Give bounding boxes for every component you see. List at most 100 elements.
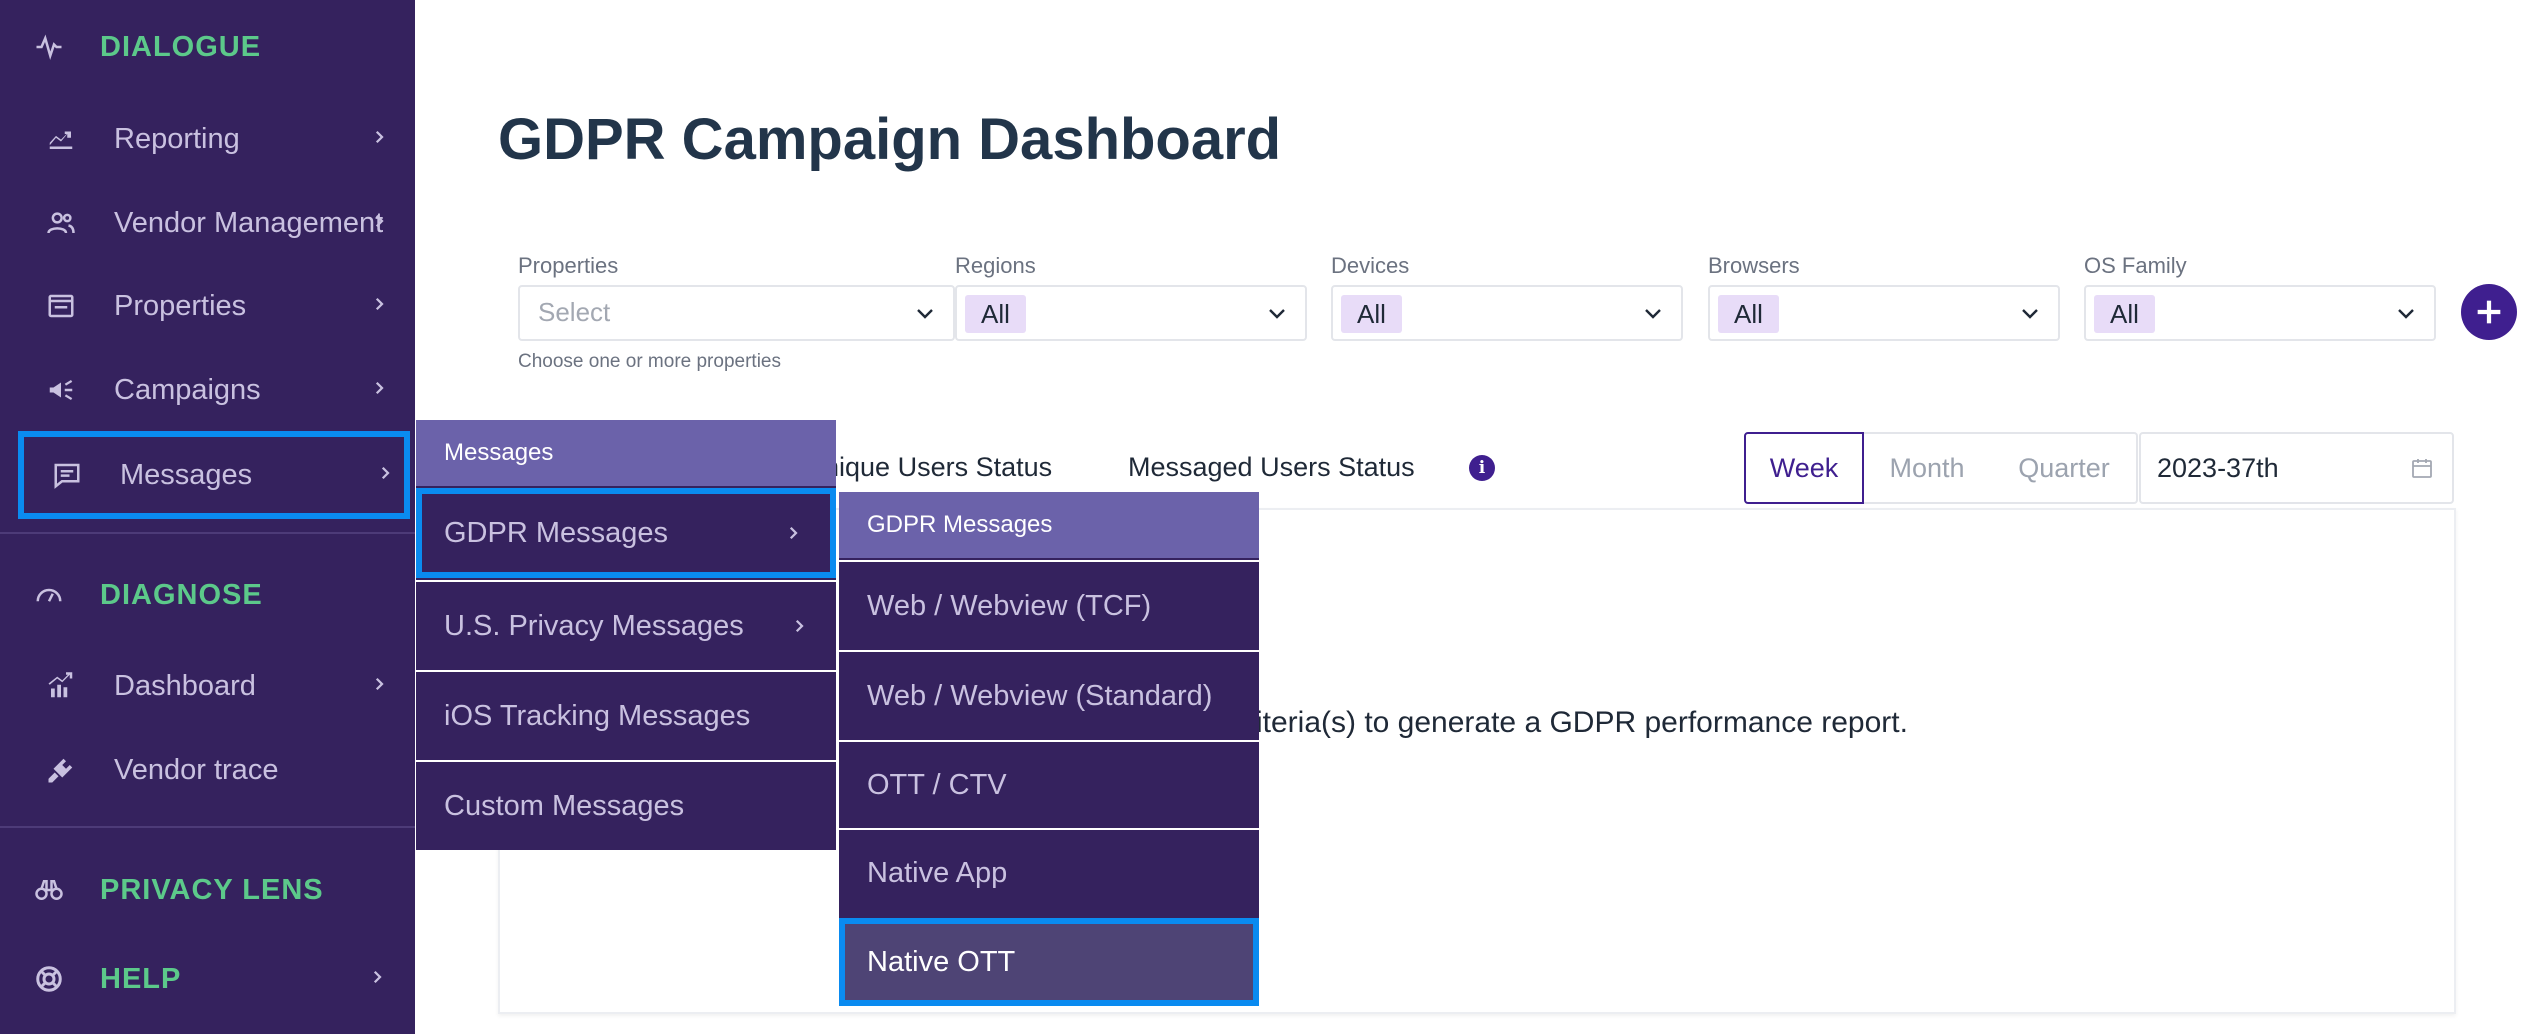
users-icon <box>44 206 78 240</box>
section-help-label: HELP <box>100 962 182 995</box>
calendar-icon[interactable] <box>2410 456 2434 484</box>
sidebar-divider <box>0 532 415 534</box>
os-family-filter-label: OS Family <box>2084 253 2187 278</box>
chevron-right-icon <box>370 128 388 150</box>
chevron-down-icon <box>2018 301 2042 329</box>
sidebar-item-campaigns[interactable]: Campaigns <box>0 348 415 432</box>
week-date-picker[interactable]: 2023-37th <box>2139 432 2454 504</box>
chevron-right-icon <box>370 379 388 401</box>
date-value: 2023-37th <box>2157 453 2279 483</box>
lifebuoy-icon <box>32 962 66 996</box>
chevron-down-icon <box>1265 301 1289 329</box>
chevron-right-icon <box>376 464 394 486</box>
plug-icon <box>44 753 78 787</box>
activity-icon <box>32 30 66 64</box>
menu-item-ios-tracking-messages[interactable]: iOS Tracking Messages <box>416 670 836 760</box>
period-week-button[interactable]: Week <box>1744 432 1864 504</box>
section-diagnose[interactable]: DIAGNOSE <box>0 560 415 630</box>
sidebar-item-dashboard[interactable]: Dashboard <box>0 644 415 728</box>
sidebar-item-label: Properties <box>114 289 247 322</box>
menu-item-label: Web / Webview (Standard) <box>867 679 1213 712</box>
menu-item-ott-ctv[interactable]: OTT / CTV <box>839 740 1259 828</box>
chevron-down-icon <box>1641 301 1665 329</box>
sidebar-item-reporting[interactable]: Reporting <box>0 97 415 181</box>
regions-tag[interactable]: All <box>965 295 1026 333</box>
gauge-icon <box>32 578 66 612</box>
properties-filter-label: Properties <box>518 253 619 278</box>
regions-select[interactable]: All <box>955 285 1307 341</box>
section-help[interactable]: HELP <box>0 944 415 1014</box>
report-empty-message: riteria(s) to generate a GDPR performanc… <box>1246 706 1908 739</box>
regions-filter: Regions All <box>955 253 1307 341</box>
menu-item-label: U.S. Privacy Messages <box>444 609 744 642</box>
chart-icon <box>44 122 78 156</box>
sidebar-item-label: Vendor trace <box>114 753 279 786</box>
period-month-button[interactable]: Month <box>1862 432 1994 504</box>
tab-unique-users-status[interactable]: nique Users Status <box>824 452 1053 482</box>
chevron-right-icon <box>370 675 388 697</box>
period-quarter-button[interactable]: Quarter <box>1992 432 2138 504</box>
sidebar-item-properties[interactable]: Properties <box>0 264 415 348</box>
sidebar-item-label: Messages <box>120 458 253 491</box>
sidebar-item-label: Dashboard <box>114 669 256 702</box>
info-icon[interactable]: i <box>1469 455 1495 481</box>
chevron-right-icon <box>368 968 386 990</box>
browsers-tag[interactable]: All <box>1718 295 1779 333</box>
os-family-tag[interactable]: All <box>2094 295 2155 333</box>
chevron-right-icon <box>370 212 388 234</box>
devices-filter-label: Devices <box>1331 253 1410 278</box>
menu-item-gdpr-messages[interactable]: GDPR Messages <box>416 488 836 578</box>
sidebar-item-vendor-management[interactable]: Vendor Management <box>0 181 415 265</box>
section-dialogue-label: DIALOGUE <box>100 30 262 63</box>
menu-item-label: OTT / CTV <box>867 768 1007 801</box>
gdpr-submenu-header: GDPR Messages <box>839 492 1259 558</box>
properties-help-text: Choose one or more properties <box>518 351 781 372</box>
sidebar-item-messages[interactable]: Messages <box>18 431 410 519</box>
browsers-filter-label: Browsers <box>1708 253 1800 278</box>
section-dialogue[interactable]: DIALOGUE <box>0 12 415 82</box>
menu-item-label: Native OTT <box>867 945 1016 978</box>
browsers-select[interactable]: All <box>1708 285 2060 341</box>
menu-item-web-webview-standard[interactable]: Web / Webview (Standard) <box>839 650 1259 740</box>
devices-filter: Devices All <box>1331 253 1683 341</box>
section-diagnose-label: DIAGNOSE <box>100 578 263 611</box>
messages-submenu: Messages GDPR Messages U.S. Privacy Mess… <box>416 420 836 850</box>
trending-up-icon <box>44 669 78 703</box>
chevron-right-icon <box>370 295 388 317</box>
tab-messaged-users-status[interactable]: Messaged Users Status <box>1128 452 1415 482</box>
menu-item-label: iOS Tracking Messages <box>444 699 751 732</box>
menu-item-custom-messages[interactable]: Custom Messages <box>416 760 836 850</box>
megaphone-icon <box>44 373 78 407</box>
menu-item-us-privacy-messages[interactable]: U.S. Privacy Messages <box>416 580 836 670</box>
menu-item-label: Web / Webview (TCF) <box>867 589 1152 622</box>
properties-filter: Properties Select Choose one or more pro… <box>518 253 955 373</box>
page-title: GDPR Campaign Dashboard <box>498 107 1282 172</box>
gdpr-submenu: GDPR Messages Web / Webview (TCF) Web / … <box>839 492 1259 1006</box>
window-icon <box>44 289 78 323</box>
menu-item-web-webview-tcf[interactable]: Web / Webview (TCF) <box>839 560 1259 650</box>
os-family-filter: OS Family All <box>2084 253 2436 341</box>
sidebar: DIALOGUE Reporting Vendor Management Pro… <box>0 0 415 1034</box>
regions-filter-label: Regions <box>955 253 1036 278</box>
browsers-filter: Browsers All <box>1708 253 2060 341</box>
menu-item-label: Custom Messages <box>444 789 685 822</box>
menu-item-native-ott[interactable]: Native OTT <box>839 918 1259 1006</box>
chevron-down-icon <box>913 301 937 329</box>
message-icon <box>50 458 84 492</box>
sidebar-item-label: Reporting <box>114 122 240 155</box>
chevron-down-icon <box>2394 301 2418 329</box>
sidebar-item-label: Vendor Management <box>114 206 384 239</box>
os-family-select[interactable]: All <box>2084 285 2436 341</box>
properties-placeholder: Select <box>538 297 611 327</box>
properties-select[interactable]: Select <box>518 285 955 341</box>
menu-item-label: Native App <box>867 856 1008 889</box>
binoculars-icon <box>32 873 66 907</box>
devices-select[interactable]: All <box>1331 285 1683 341</box>
menu-item-native-app[interactable]: Native App <box>839 828 1259 916</box>
devices-tag[interactable]: All <box>1341 295 1402 333</box>
menu-item-label: GDPR Messages <box>444 516 669 549</box>
chevron-right-icon <box>790 610 808 643</box>
section-privacy-lens[interactable]: PRIVACY LENS <box>0 855 415 925</box>
add-filter-button[interactable] <box>2461 284 2517 340</box>
sidebar-item-vendor-trace[interactable]: Vendor trace <box>0 728 415 812</box>
